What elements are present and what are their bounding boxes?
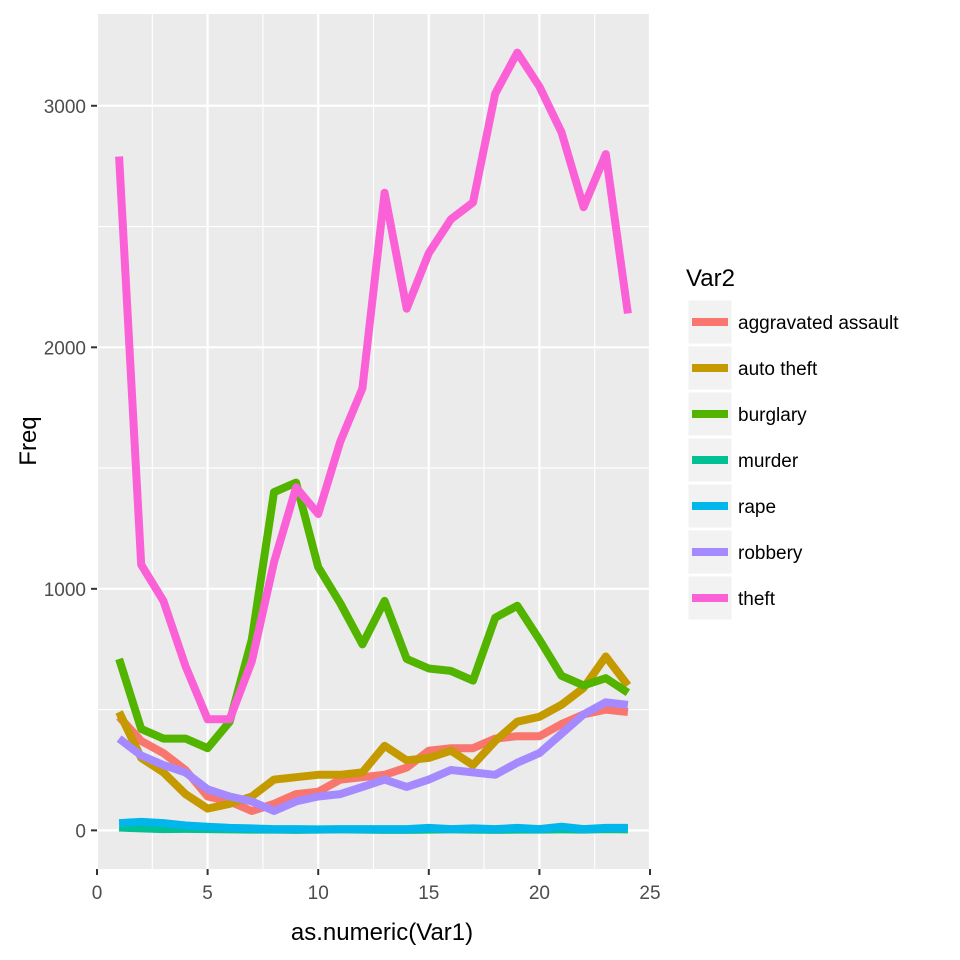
x-tick-label: 10 [308, 883, 329, 904]
legend-label-burglary: burglary [738, 405, 807, 426]
x-tick-label: 0 [92, 883, 103, 904]
x-tick-label: 15 [418, 883, 439, 904]
y-tick-label: 2000 [44, 338, 86, 359]
legend-label-aggravated-assault: aggravated assault [738, 313, 899, 334]
y-tick-label: 0 [75, 821, 86, 842]
series-line-robbery [116, 698, 629, 815]
series-line-aggravated-assault [116, 705, 629, 815]
y-axis: 0 1000 2000 3000 [44, 97, 97, 842]
x-axis: 0 5 10 15 20 25 [92, 869, 661, 904]
legend-label-theft: theft [738, 589, 776, 610]
legend: Var2 aggravated assault auto theft burglar… [686, 265, 899, 621]
series-line-theft [115, 48, 632, 724]
legend-label-murder: murder [738, 451, 799, 472]
x-tick-label: 20 [529, 883, 550, 904]
legend-label-auto-theft: auto theft [738, 359, 818, 380]
x-axis-title: as.numeric(Var1) [291, 919, 473, 946]
x-tick-label: 25 [639, 883, 660, 904]
series-lines [115, 48, 632, 834]
y-tick-label: 1000 [44, 580, 86, 601]
y-tick-label: 3000 [44, 97, 86, 118]
legend-label-robbery: robbery [738, 543, 803, 564]
x-tick-label: 5 [202, 883, 213, 904]
grid-minor-lines [97, 14, 650, 869]
y-axis-title: Freq [15, 416, 42, 465]
legend-label-rape: rape [738, 497, 776, 518]
series-line-burglary [115, 478, 631, 753]
series-line-auto-theft [115, 652, 632, 813]
series-line-rape [118, 817, 628, 834]
legend-title: Var2 [686, 265, 735, 292]
